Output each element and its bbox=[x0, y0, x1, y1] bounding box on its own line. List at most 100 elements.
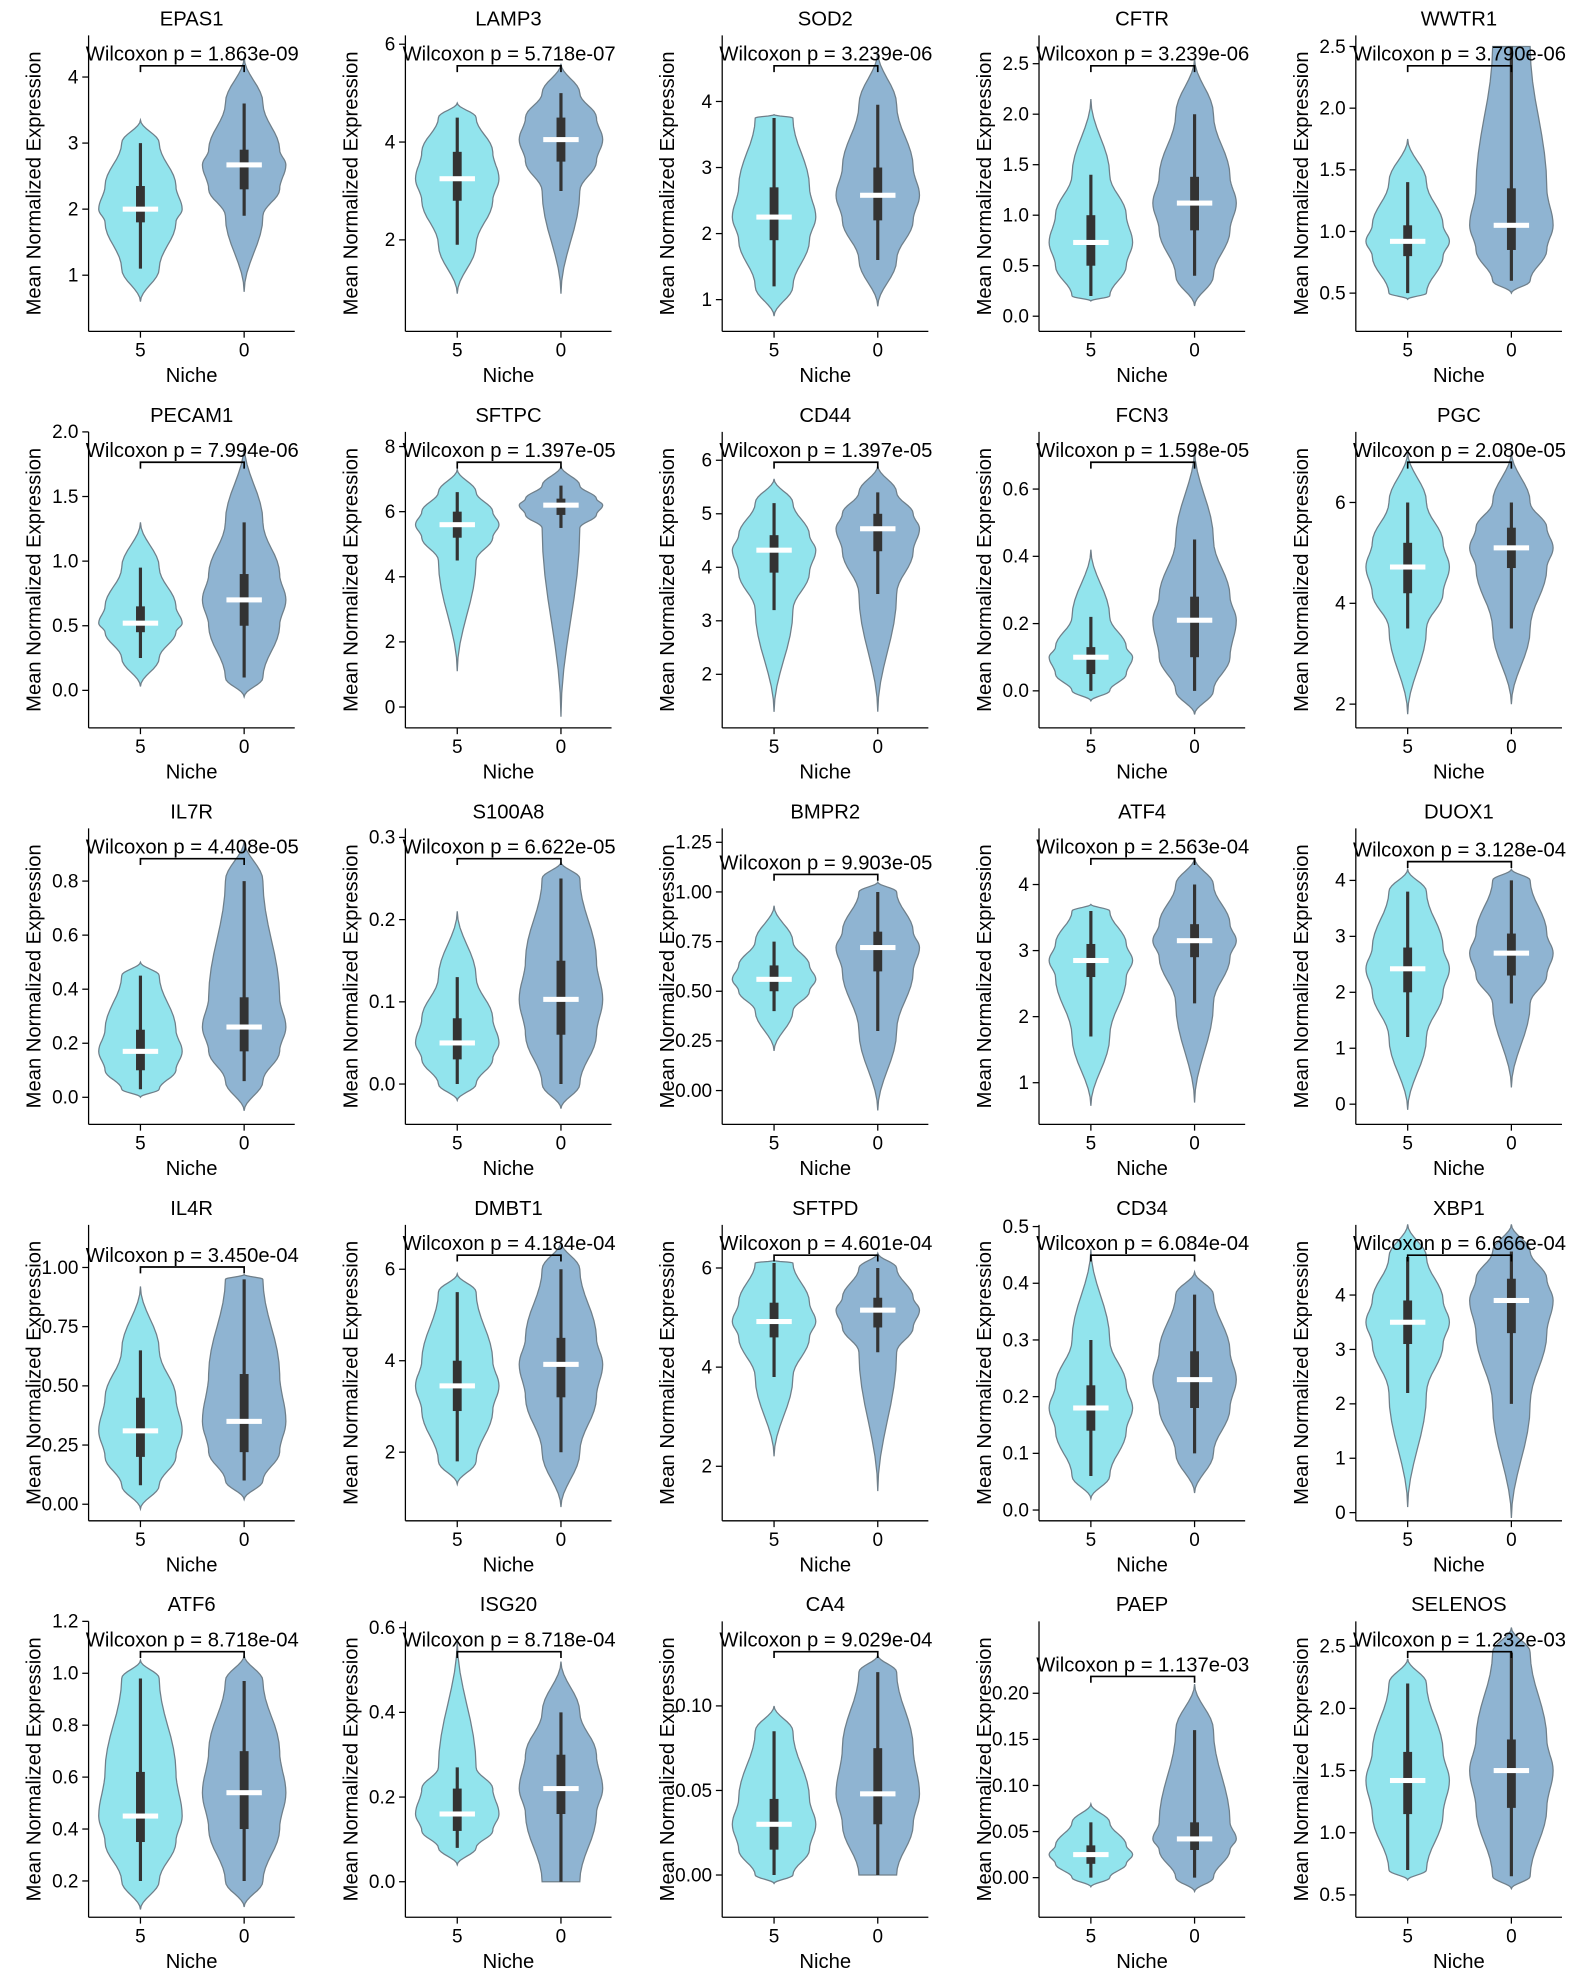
panel-title: CD44 bbox=[799, 405, 851, 427]
x-axis-label: Niche bbox=[799, 1158, 851, 1180]
iqr-box bbox=[873, 513, 883, 552]
panel-title: IL7R bbox=[170, 801, 213, 823]
annotation: Wilcoxon p = 3.790e-06 bbox=[1353, 44, 1566, 66]
y-tick-label: 0.50 bbox=[675, 982, 712, 1003]
y-tick-label: 4 bbox=[68, 67, 79, 88]
y-tick-label: 0.25 bbox=[42, 1435, 79, 1456]
median-bar bbox=[122, 1813, 159, 1819]
median-bar bbox=[543, 996, 579, 1002]
median-bar bbox=[226, 1024, 262, 1030]
x-tick-label: 0 bbox=[239, 1134, 250, 1155]
y-tick-label: 0.05 bbox=[675, 1781, 712, 1802]
y-tick-label: 2.0 bbox=[52, 422, 78, 443]
median-bar bbox=[1493, 545, 1530, 551]
y-tick-label: 6 bbox=[385, 35, 396, 56]
y-tick-label: 0.0 bbox=[369, 1074, 395, 1095]
x-tick-label: 0 bbox=[872, 341, 883, 362]
y-tick-label: 3 bbox=[702, 611, 713, 632]
y-axis-label: Mean Normalized Expression bbox=[657, 844, 679, 1108]
y-axis-label: Mean Normalized Expression bbox=[974, 448, 996, 712]
x-tick-label: 5 bbox=[452, 341, 463, 362]
annotation: Wilcoxon p = 3.450e-04 bbox=[86, 1245, 299, 1267]
y-tick-label: 0.10 bbox=[675, 1696, 712, 1717]
y-tick-label: 0.4 bbox=[1003, 1274, 1029, 1295]
y-tick-label: 2 bbox=[1335, 983, 1346, 1004]
x-axis-label: Niche bbox=[166, 1951, 218, 1973]
y-tick-label: 1.0 bbox=[52, 551, 78, 572]
iqr-box bbox=[873, 1748, 883, 1825]
iqr-box bbox=[136, 186, 145, 223]
bracket bbox=[1090, 1254, 1196, 1262]
iqr-box bbox=[1506, 188, 1516, 250]
y-tick-label: 1.2 bbox=[52, 1612, 78, 1633]
x-axis-label: Niche bbox=[483, 1554, 535, 1576]
x-tick-label: 0 bbox=[1189, 1927, 1200, 1948]
x-tick-label: 0 bbox=[1506, 1927, 1517, 1948]
median-bar bbox=[860, 526, 896, 532]
panel: ISG20 0.0 0.2 0.4 0.6 5 0 Niche Mean Normalized … bbox=[340, 1594, 615, 1973]
x-tick-label: 5 bbox=[769, 1927, 780, 1948]
y-tick-label: 0.2 bbox=[1003, 614, 1029, 635]
y-tick-label: 3 bbox=[1018, 941, 1029, 962]
y-tick-label: 0.00 bbox=[42, 1495, 79, 1516]
y-axis-label: Mean Normalized Expression bbox=[340, 844, 362, 1108]
x-tick-label: 0 bbox=[872, 1530, 883, 1551]
median-bar bbox=[226, 1418, 262, 1424]
y-tick-label: 1.25 bbox=[675, 833, 712, 854]
annotation: Wilcoxon p = 1.397e-05 bbox=[719, 440, 932, 462]
y-tick-label: 6 bbox=[385, 502, 396, 523]
panel-title: CD34 bbox=[1116, 1198, 1168, 1220]
bracket bbox=[1090, 64, 1196, 73]
y-tick-label: 1 bbox=[1335, 1039, 1346, 1060]
y-tick-label: 0.75 bbox=[675, 932, 712, 953]
y-tick-label: 4 bbox=[1335, 1285, 1346, 1306]
panel: FCN3 0.0 0.2 0.4 0.6 5 0 Niche Mean Normalized E… bbox=[974, 405, 1249, 784]
annotation: Wilcoxon p = 4.408e-05 bbox=[86, 837, 299, 859]
y-tick-label: 1.0 bbox=[52, 1664, 78, 1685]
x-tick-label: 0 bbox=[239, 737, 250, 758]
y-tick-label: 0.3 bbox=[1003, 1330, 1029, 1351]
x-tick-label: 0 bbox=[556, 1927, 567, 1948]
bracket bbox=[456, 1650, 562, 1659]
panel: XBP1 0 1 2 3 4 5 0 Niche Mean Normalized Expressi… bbox=[1291, 1198, 1566, 1577]
x-tick-label: 5 bbox=[1402, 1530, 1413, 1551]
y-tick-label: 2 bbox=[1018, 1007, 1029, 1028]
panel-title: ATF6 bbox=[168, 1594, 216, 1616]
panel-title: SOD2 bbox=[798, 8, 853, 30]
median-bar bbox=[1493, 950, 1530, 956]
y-tick-label: 6 bbox=[385, 1260, 396, 1281]
median-bar bbox=[756, 1821, 792, 1827]
y-tick-label: 1 bbox=[1335, 1449, 1346, 1470]
iqr-box bbox=[1190, 596, 1199, 658]
y-tick-label: 0.15 bbox=[992, 1730, 1029, 1751]
y-axis-label: Mean Normalized Expression bbox=[24, 844, 46, 1108]
y-axis-label: Mean Normalized Expression bbox=[1291, 844, 1313, 1108]
panel: EPAS1 1 2 3 4 5 0 Niche Mean Normalized Expressi… bbox=[24, 8, 299, 387]
panel: PECAM1 0.0 0.5 1.0 1.5 2.0 5 0 Niche Mean Normali… bbox=[24, 405, 299, 784]
y-tick-label: 0.5 bbox=[52, 616, 78, 637]
x-tick-label: 5 bbox=[135, 1530, 146, 1551]
x-tick-label: 0 bbox=[1506, 341, 1517, 362]
x-axis-label: Niche bbox=[1433, 1554, 1485, 1576]
y-tick-label: 0.5 bbox=[1003, 256, 1029, 277]
annotation: Wilcoxon p = 3.239e-06 bbox=[719, 44, 932, 66]
annotation: Wilcoxon p = 3.128e-04 bbox=[1353, 840, 1566, 862]
y-tick-label: 2.0 bbox=[1003, 105, 1029, 126]
panel-title: CFTR bbox=[1115, 8, 1169, 30]
panel-title: LAMP3 bbox=[475, 8, 541, 30]
median-bar bbox=[1389, 966, 1426, 972]
x-tick-label: 0 bbox=[239, 1530, 250, 1551]
y-tick-label: 3 bbox=[702, 158, 713, 179]
median-bar bbox=[1389, 1777, 1426, 1784]
annotation: Wilcoxon p = 1.137e-03 bbox=[1036, 1654, 1249, 1676]
panel: SFTPC 0 2 4 6 8 5 0 Niche Mean Normalized Express… bbox=[340, 405, 615, 784]
annotation: Wilcoxon p = 6.622e-05 bbox=[403, 837, 616, 859]
y-tick-label: 2.5 bbox=[1319, 37, 1345, 58]
y-tick-label: 0.4 bbox=[52, 980, 78, 1001]
panel-title: PECAM1 bbox=[150, 405, 233, 427]
y-tick-label: 0.6 bbox=[369, 1618, 395, 1639]
y-tick-label: 1.5 bbox=[1319, 160, 1345, 181]
annotation: Wilcoxon p = 9.029e-04 bbox=[719, 1630, 932, 1652]
bracket bbox=[773, 873, 879, 881]
y-tick-label: 4 bbox=[1018, 875, 1029, 896]
